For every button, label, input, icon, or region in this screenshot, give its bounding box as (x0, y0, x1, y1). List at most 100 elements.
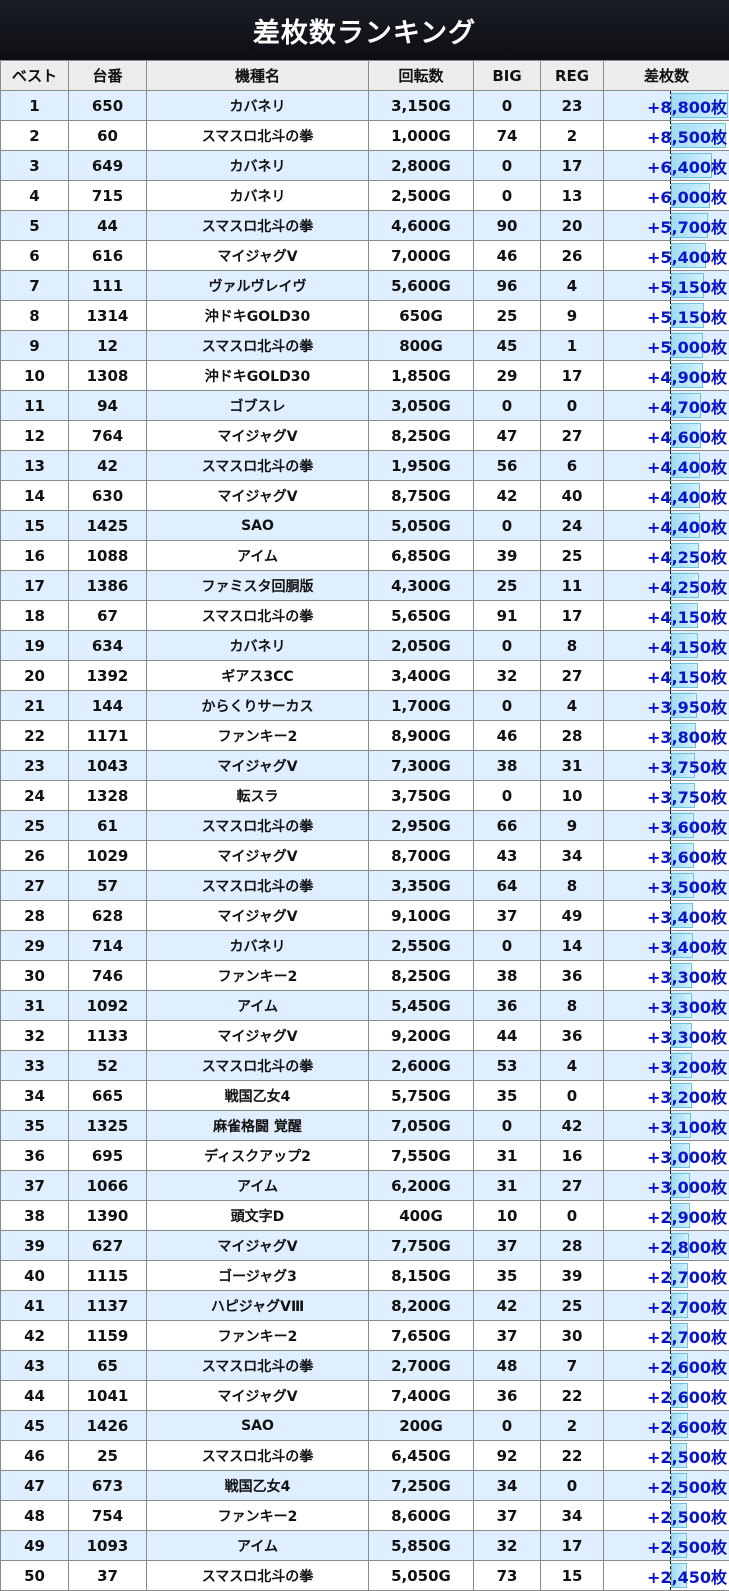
cell-big: 91 (473, 600, 541, 631)
cell-model-name: マイジャグV (146, 420, 369, 451)
diff-bar (671, 1413, 688, 1438)
cell-spins: 9,100G (368, 900, 474, 931)
cell-reg: 7 (540, 1350, 604, 1381)
cell-big: 32 (473, 1530, 541, 1561)
zero-line (670, 571, 671, 600)
cell-reg: 4 (540, 1050, 604, 1081)
cell-big: 64 (473, 870, 541, 901)
cell-rank: 1 (0, 90, 69, 121)
diff-value: +4,900枚 (646, 367, 727, 387)
cell-big: 0 (473, 180, 541, 211)
cell-spins: 8,600G (368, 1500, 474, 1531)
cell-spins: 400G (368, 1200, 474, 1231)
diff-value: +4,250枚 (646, 577, 727, 597)
cell-big: 35 (473, 1260, 541, 1291)
cell-reg: 2 (540, 1410, 604, 1441)
zero-line (670, 811, 671, 840)
cell-big: 42 (473, 1290, 541, 1321)
cell-big: 90 (473, 210, 541, 241)
cell-rank: 32 (0, 1020, 69, 1051)
diff-bar (671, 153, 713, 178)
diff-value: +3,000枚 (646, 1177, 727, 1197)
cell-big: 53 (473, 1050, 541, 1081)
cell-big: 0 (473, 690, 541, 721)
table-row: 49 1093 アイム 5,850G 32 17 +2,500枚 (0, 1530, 729, 1561)
cell-diff: +2,800枚 (603, 1230, 729, 1261)
cell-big: 39 (473, 540, 541, 571)
cell-spins: 8,700G (368, 840, 474, 871)
zero-line (670, 301, 671, 330)
cell-diff: +3,600枚 (603, 810, 729, 841)
cell-diff: +2,600枚 (603, 1410, 729, 1441)
cell-spins: 2,050G (368, 630, 474, 661)
cell-big: 45 (473, 330, 541, 361)
cell-diff: +3,400枚 (603, 900, 729, 931)
cell-spins: 7,550G (368, 1140, 474, 1171)
cell-big: 31 (473, 1140, 541, 1171)
cell-reg: 27 (540, 420, 604, 451)
cell-reg: 49 (540, 900, 604, 931)
diff-value: +4,150枚 (646, 667, 727, 687)
cell-model-name: カバネリ (146, 150, 369, 181)
table-row: 8 1314 沖ドキGOLD30 650G 25 9 +5,150枚 (0, 300, 729, 331)
cell-reg: 4 (540, 690, 604, 721)
zero-line (670, 1561, 671, 1590)
diff-bar (671, 1023, 693, 1048)
diff-bar (671, 183, 710, 208)
cell-spins: 7,250G (368, 1470, 474, 1501)
cell-model-name: マイジャグV (146, 1230, 369, 1261)
cell-rank: 44 (0, 1380, 69, 1411)
table-row: 2 60 スマスロ北斗の拳 1,000G 74 2 +8,500枚 (0, 120, 729, 151)
cell-reg: 27 (540, 1170, 604, 1201)
cell-machine-number: 627 (68, 1230, 147, 1261)
cell-spins: 4,300G (368, 570, 474, 601)
header-diff: 差枚数 (603, 60, 729, 91)
cell-big: 31 (473, 1170, 541, 1201)
zero-line (670, 1381, 671, 1410)
cell-machine-number: 65 (68, 1350, 147, 1381)
cell-big: 36 (473, 1380, 541, 1411)
cell-reg: 22 (540, 1380, 604, 1411)
cell-big: 37 (473, 900, 541, 931)
cell-machine-number: 1325 (68, 1110, 147, 1141)
cell-spins: 200G (368, 1410, 474, 1441)
diff-bar (671, 363, 703, 388)
diff-value: +8,500枚 (646, 127, 727, 147)
cell-diff: +6,000枚 (603, 180, 729, 211)
cell-diff: +5,150枚 (603, 270, 729, 301)
cell-big: 37 (473, 1230, 541, 1261)
cell-model-name: 沖ドキGOLD30 (146, 360, 369, 391)
table-row: 14 630 マイジャグV 8,750G 42 40 +4,400枚 (0, 480, 729, 511)
diff-value: +3,300枚 (646, 967, 727, 987)
table-row: 18 67 スマスロ北斗の拳 5,650G 91 17 +4,150枚 (0, 600, 729, 631)
table-row: 17 1386 ファミスタ回胴版 4,300G 25 11 +4,250枚 (0, 570, 729, 601)
cell-machine-number: 1133 (68, 1020, 147, 1051)
table-row: 36 695 ディスクアップ2 7,550G 31 16 +3,000枚 (0, 1140, 729, 1171)
cell-rank: 45 (0, 1410, 69, 1441)
diff-bar (671, 93, 728, 118)
cell-rank: 8 (0, 300, 69, 331)
zero-line (670, 1111, 671, 1140)
cell-diff: +4,250枚 (603, 540, 729, 571)
cell-rank: 47 (0, 1470, 69, 1501)
cell-machine-number: 1328 (68, 780, 147, 811)
zero-line (670, 841, 671, 870)
cell-big: 42 (473, 480, 541, 511)
cell-model-name: アイム (146, 990, 369, 1021)
cell-diff: +3,300枚 (603, 1020, 729, 1051)
table-row: 23 1043 マイジャグV 7,300G 38 31 +3,750枚 (0, 750, 729, 781)
cell-model-name: ファミスタ回胴版 (146, 570, 369, 601)
cell-reg: 17 (540, 360, 604, 391)
cell-reg: 36 (540, 960, 604, 991)
cell-reg: 0 (540, 1080, 604, 1111)
cell-spins: 6,200G (368, 1170, 474, 1201)
table-row: 29 714 カバネリ 2,550G 0 14 +3,400枚 (0, 930, 729, 961)
cell-big: 0 (473, 510, 541, 541)
cell-spins: 3,150G (368, 90, 474, 121)
cell-reg: 25 (540, 540, 604, 571)
cell-model-name: スマスロ北斗の拳 (146, 120, 369, 151)
cell-machine-number: 665 (68, 1080, 147, 1111)
cell-model-name: スマスロ北斗の拳 (146, 1050, 369, 1081)
diff-bar (671, 813, 695, 838)
table-row: 32 1133 マイジャグV 9,200G 44 36 +3,300枚 (0, 1020, 729, 1051)
